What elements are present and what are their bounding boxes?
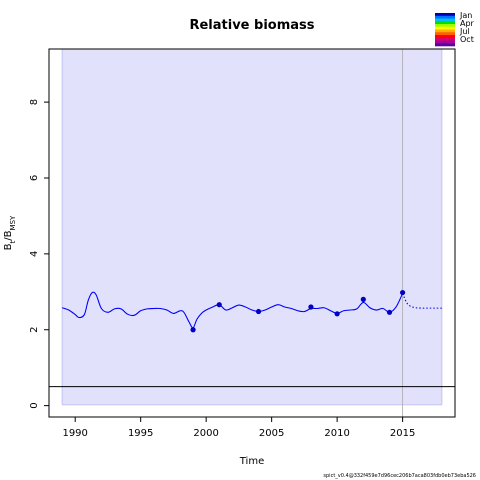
legend-color-swatch bbox=[435, 18, 455, 22]
y-axis-label-main: B bbox=[3, 243, 14, 250]
legend-color-swatch bbox=[435, 21, 455, 25]
plot-frame bbox=[48, 48, 456, 418]
observation-point bbox=[255, 308, 262, 315]
y-axis-label-slash: /B bbox=[3, 230, 14, 240]
observation-point bbox=[400, 289, 406, 296]
legend-color-swatch bbox=[435, 32, 455, 36]
observation-point bbox=[216, 302, 222, 308]
y-axis-label: Bt/BMSY bbox=[3, 215, 17, 250]
x-axis: 1990 1995 2000 2005 2010 2015 bbox=[62, 417, 415, 439]
legend-color-swatch bbox=[435, 15, 455, 19]
legend-color-swatch bbox=[435, 13, 455, 17]
legend-color-swatch bbox=[435, 35, 455, 39]
legend-color-swatch bbox=[435, 37, 455, 41]
legend-color-swatch bbox=[435, 26, 455, 30]
y-tick-label: 2 bbox=[29, 327, 40, 333]
x-tick-label: 2005 bbox=[259, 428, 284, 439]
version-footnote: spict_v0.4@332f459e7d96cec206b7aca803fdb… bbox=[323, 473, 476, 479]
chart-title: Relative biomass bbox=[189, 18, 314, 33]
legend-color-swatch bbox=[435, 29, 455, 33]
y-tick-label: 4 bbox=[29, 251, 40, 257]
confidence-band bbox=[62, 49, 442, 405]
month-color-legend: Jan Apr Jul Oct bbox=[435, 11, 475, 47]
observation-point bbox=[190, 327, 196, 333]
x-tick-label: 2000 bbox=[193, 428, 218, 439]
legend-color-swatch bbox=[435, 43, 455, 47]
x-axis-label: Time bbox=[239, 456, 264, 467]
y-tick-label: 8 bbox=[29, 99, 40, 105]
y-tick-label: 0 bbox=[29, 402, 40, 408]
legend-entry-jan: Jan bbox=[459, 11, 472, 20]
y-axis-label-sub-msy: MSY bbox=[9, 215, 17, 230]
x-tick-label: 2010 bbox=[324, 428, 349, 439]
x-tick-label: 1995 bbox=[128, 428, 153, 439]
x-tick-label: 1990 bbox=[62, 428, 87, 439]
observation-point bbox=[334, 311, 340, 317]
observation-point bbox=[386, 309, 393, 315]
legend-color-swatch bbox=[435, 24, 455, 28]
legend-color-swatch bbox=[435, 40, 455, 44]
y-axis-label-sub-t: t bbox=[9, 240, 17, 243]
observation-point bbox=[308, 304, 314, 310]
y-tick-label: 6 bbox=[29, 175, 40, 181]
legend-entry-jul: Jul bbox=[459, 27, 470, 36]
legend-entry-apr: Apr bbox=[460, 19, 475, 28]
legend-entry-oct: Oct bbox=[460, 35, 474, 44]
plot-area bbox=[49, 49, 455, 417]
observation-point bbox=[360, 296, 366, 302]
y-axis: 0 2 4 6 8 bbox=[29, 99, 49, 409]
x-tick-label: 2015 bbox=[390, 428, 415, 439]
